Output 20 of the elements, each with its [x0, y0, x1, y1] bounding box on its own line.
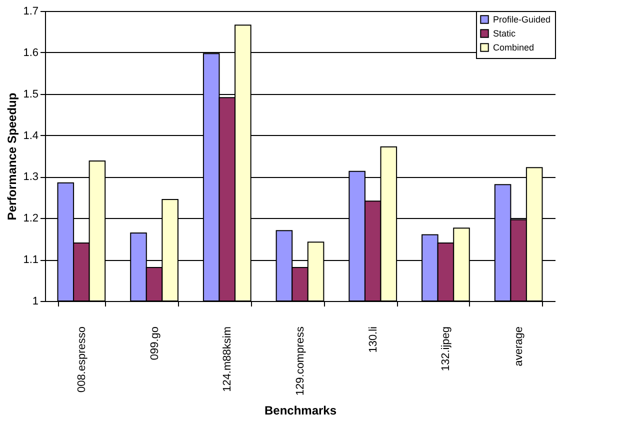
y-tick-label: 1.1	[23, 254, 38, 266]
x-tick-label: 008.espresso	[76, 326, 88, 393]
legend-label: Static	[493, 28, 516, 38]
x-tick-label: 129.compress	[294, 326, 306, 396]
y-tick-label: 1.5	[23, 88, 38, 100]
y-tick-label: 1.7	[23, 6, 38, 18]
y-tick-label: 1.6	[23, 46, 38, 59]
x-axis-title: Benchmarks	[264, 404, 337, 418]
x-tick-label: average	[513, 326, 526, 366]
x-tick-label: 130.li	[367, 326, 380, 353]
y-tick-label: 1.3	[23, 171, 38, 184]
y-tick-label: 1.4	[23, 130, 38, 142]
y-tick-label: 1	[32, 296, 38, 308]
y-axis-title: Performance Speedup	[5, 92, 20, 220]
x-tick-label: 132.ijpeg	[440, 326, 452, 372]
legend-label: Profile-Guided	[493, 14, 551, 24]
x-tick-label: 124.m88ksim	[222, 326, 234, 392]
y-tick-label: 1.2	[23, 212, 38, 225]
legend-label: Combined	[493, 42, 534, 52]
x-tick-label: 099.go	[148, 326, 161, 360]
